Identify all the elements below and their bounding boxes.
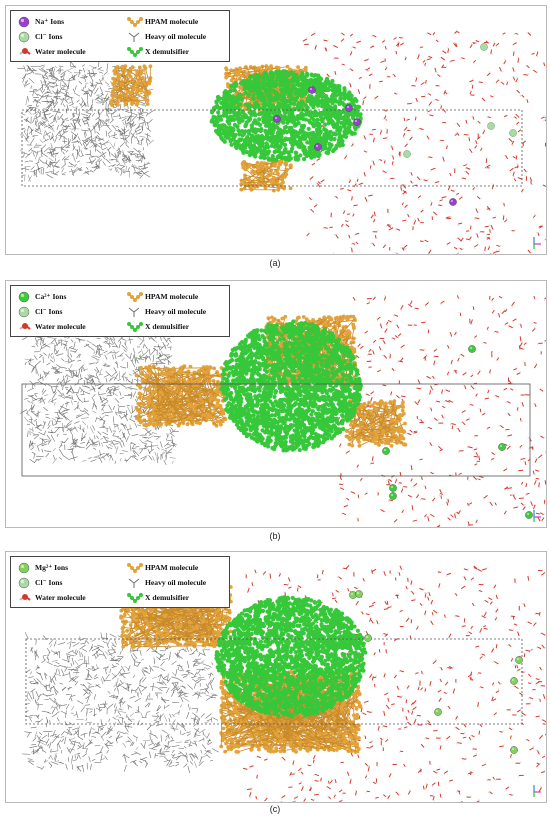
cation-ion [308,86,316,94]
chloride-ion-icon [18,306,30,318]
panel-caption-c: (c) [269,804,281,814]
legend-label: HPAM molecule [145,292,199,301]
heavy-oil-cluster [17,60,155,182]
cation-ion [468,345,476,353]
x-demulsifier-cluster [214,595,368,719]
panel-caption-b: (b) [269,531,281,541]
heavy-oil-molecule-icon [128,32,140,42]
sodium-ion-icon [18,16,30,28]
legend-b: Ca²⁺ Ions HPAM molecule Cl⁻ Ions Heavy oil … [10,285,230,337]
cation-ion [314,143,322,151]
panel-caption-a: (a) [269,258,281,268]
cation-ion [273,115,281,123]
simulation-scene-a [17,29,546,254]
ions [382,345,533,519]
cation-ion [364,634,372,642]
water-molecule-icon [19,323,31,330]
calcium-ion-icon [18,291,30,303]
simulation-box [21,383,531,477]
water-molecule-icon [19,594,31,601]
chloride-ion [509,129,517,137]
legend-label: Heavy oil molecule [145,578,207,587]
legend-label: Ca²⁺ Ions [35,292,67,301]
cation-ion [389,492,397,500]
x-demulsifier-icon [127,322,143,332]
x-demulsifier-icon [127,47,143,57]
simulation-box [25,638,523,725]
x-demulsifier-cluster [219,319,363,453]
legend-label: Water molecule [35,593,86,602]
chloride-ion [403,150,411,158]
axis-orientation-icon [533,510,541,522]
cation-ion [515,656,523,664]
chloride-ion [487,122,495,130]
cation-ion [449,198,457,206]
magnesium-ion-icon [18,562,30,574]
chloride-ion [480,43,488,51]
legend-label: X demulsifier [145,47,190,56]
simulation-scene-c [21,564,546,802]
legend-label: HPAM molecule [145,563,199,572]
legend-label: Cl⁻ Ions [35,307,63,316]
x-demulsifier-icon [127,593,143,603]
heavy-oil-molecule-icon [128,578,140,588]
axis-orientation-icon [533,237,541,249]
x-demulsifier-cluster [209,69,363,163]
legend-label: Heavy oil molecule [145,307,207,316]
legend-label: Water molecule [35,322,86,331]
cation-ion [525,511,533,519]
chloride-ion-icon [18,31,30,43]
legend-label: Water molecule [35,47,86,56]
cation-ion [382,447,390,455]
cation-ion [353,118,361,126]
legend-label: X demulsifier [145,593,190,602]
ions [273,43,517,206]
cation-ion [510,746,518,754]
legend-label: Mg²⁺ Ions [35,563,69,572]
legend-label: Cl⁻ Ions [35,32,63,41]
legend-label: X demulsifier [145,322,190,331]
hpam-molecule-icon [127,17,143,27]
simulation-scene-b [19,294,546,527]
simulation-box [21,109,523,187]
legend-c: Mg²⁺ Ions HPAM molecule Cl⁻ Ions Heavy oil … [10,556,230,608]
panel-b: Ca²⁺ Ions HPAM molecule Cl⁻ Ions Heavy oil … [5,280,547,528]
legend-label: Na⁺ Ions [35,17,65,26]
cation-ion [345,104,353,112]
cation-ion [510,677,518,685]
hpam-molecule-icon [127,292,143,302]
water-molecule-icon [19,48,31,55]
legend-label: HPAM molecule [145,17,199,26]
legend-label: Heavy oil molecule [145,32,207,41]
legend-label: Cl⁻ Ions [35,578,63,587]
heavy-oil-cluster [21,632,219,774]
panel-c: Mg²⁺ Ions HPAM molecule Cl⁻ Ions Heavy oil … [5,551,547,803]
cation-ion [498,443,506,451]
cation-ion [355,590,363,598]
ions [349,590,523,754]
axis-orientation-icon [533,785,541,797]
panel-a: Na⁺ Ions HPAM molecule Cl⁻ Ions Heavy oil m… [5,5,547,255]
heavy-oil-molecule-icon [128,307,140,317]
cation-ion [434,708,442,716]
legend-a: Na⁺ Ions HPAM molecule Cl⁻ Ions Heavy oil m… [10,10,230,62]
cation-ion [389,484,397,492]
hpam-molecule-icon [127,563,143,573]
chloride-ion-icon [18,577,30,589]
